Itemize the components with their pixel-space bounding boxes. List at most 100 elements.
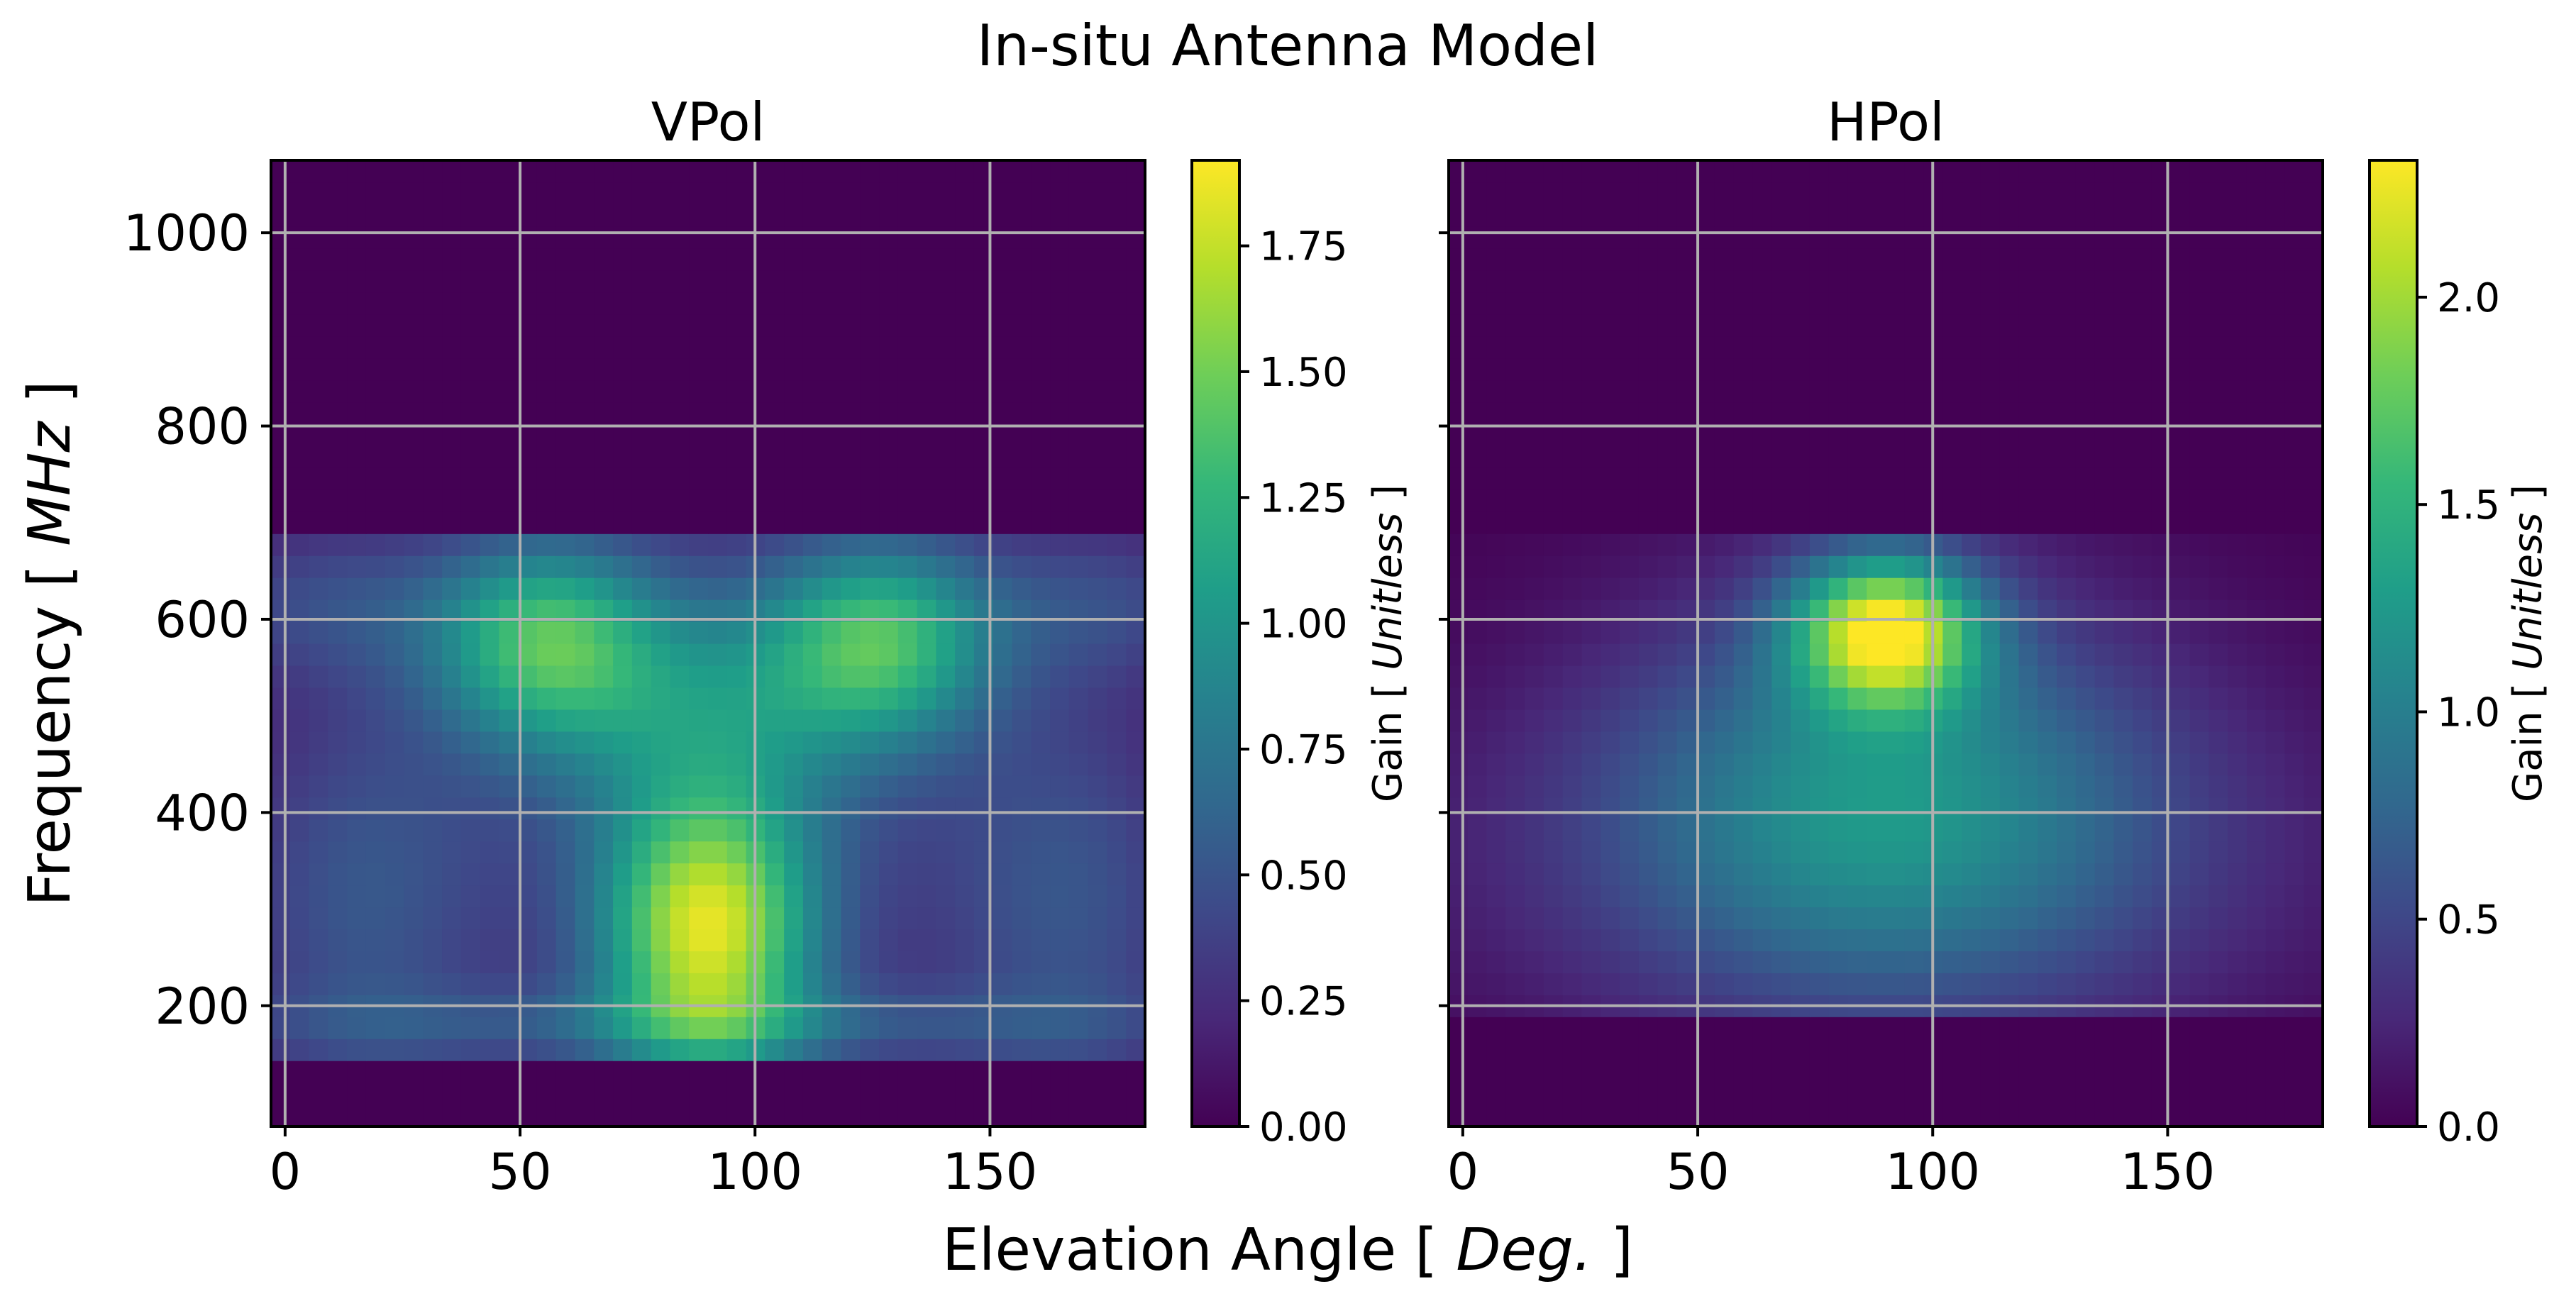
heatmap-cell (2075, 402, 2096, 425)
heatmap-cell (2057, 841, 2077, 864)
heatmap-cell (670, 1061, 690, 1083)
heatmap-cell (2228, 445, 2248, 468)
heatmap-cell (726, 533, 747, 556)
heatmap-cell (1791, 314, 1811, 337)
heatmap-cell (1543, 1105, 1564, 1127)
heatmap-cell (1050, 1039, 1070, 1061)
heatmap-cell (1525, 533, 1544, 556)
heatmap-cell (2246, 511, 2267, 534)
heatmap-cell (2057, 314, 2077, 337)
heatmap-cell (1714, 160, 1735, 183)
heatmap-cell (423, 841, 443, 864)
heatmap-cell (1752, 951, 1772, 973)
heatmap-cell (689, 1039, 709, 1061)
heatmap-cell (423, 489, 443, 512)
heatmap-cell (594, 731, 614, 754)
heatmap-cell (822, 577, 842, 600)
heatmap-cell (575, 621, 595, 644)
colorbar-tick-label: 0.00 (1259, 1105, 1348, 1151)
y-tick-label: 400 (155, 784, 250, 842)
heatmap-cell (955, 467, 975, 490)
heatmap-cell (442, 797, 462, 820)
heatmap-cell (2170, 863, 2191, 886)
heatmap-cell (1638, 1083, 1659, 1105)
heatmap-cell (841, 467, 861, 490)
heatmap-cell (2170, 1083, 2191, 1105)
heatmap-cell (651, 555, 671, 578)
heatmap-cell (1050, 687, 1070, 710)
heatmap-cell (879, 555, 899, 578)
heatmap-cell (2304, 467, 2323, 490)
heatmap-cell (2209, 248, 2228, 271)
heatmap-cell (1031, 951, 1051, 973)
heatmap-cell (631, 775, 652, 798)
heatmap-cell (993, 314, 1013, 337)
heatmap-cell (2265, 1105, 2286, 1127)
heatmap-cell (1505, 160, 1525, 183)
heatmap-cell (802, 841, 823, 864)
heatmap-cell (460, 929, 481, 951)
heatmap-cell (1126, 423, 1146, 446)
heatmap-cell (1638, 358, 1659, 381)
heatmap-cell (1809, 687, 1830, 710)
heatmap-cell (2094, 929, 2114, 951)
heatmap-cell (1847, 1039, 1867, 1061)
heatmap-cell (822, 709, 842, 732)
heatmap-cell (2038, 687, 2057, 710)
heatmap-cell (897, 687, 918, 710)
heatmap-cell (365, 358, 386, 381)
heatmap-cell (689, 336, 709, 359)
heatmap-cell (555, 555, 576, 578)
heatmap-cell (1620, 621, 1640, 644)
heatmap-cell (2018, 1105, 2038, 1127)
heatmap-cell (670, 643, 690, 666)
heatmap-cell (1525, 951, 1544, 973)
heatmap-cell (2057, 226, 2077, 249)
heatmap-cell (2304, 402, 2323, 425)
heatmap-cell (309, 1017, 328, 1039)
heatmap-cell (765, 797, 785, 820)
heatmap-cell (2018, 863, 2038, 886)
heatmap-cell (1809, 643, 1830, 666)
heatmap-cell (442, 336, 462, 359)
heatmap-cell (1638, 160, 1659, 183)
heatmap-cell (2284, 753, 2304, 776)
heatmap-cell (1962, 863, 1981, 886)
heatmap-cell (1942, 1039, 1962, 1061)
heatmap-cell (1088, 314, 1108, 337)
heatmap-cell (917, 907, 936, 929)
heatmap-cell (555, 643, 576, 666)
heatmap-cell (271, 1017, 291, 1039)
heatmap-cell (765, 358, 785, 381)
heatmap-cell (1942, 248, 1962, 271)
heatmap-cell (955, 292, 975, 315)
heatmap-cell (423, 555, 443, 578)
heatmap-cell (1809, 248, 1830, 271)
heatmap-cell (1847, 358, 1867, 381)
heatmap-cell (404, 665, 424, 688)
heatmap-cell (1791, 1061, 1811, 1083)
heatmap-cell (1050, 775, 1070, 798)
heatmap-cell (708, 314, 728, 337)
heatmap-cell (1657, 1061, 1677, 1083)
heatmap-cell (1791, 1039, 1811, 1061)
heatmap-cell (271, 709, 291, 732)
heatmap-cell (2246, 1083, 2267, 1105)
heatmap-cell (651, 731, 671, 754)
hpol-heatmap (1449, 160, 2323, 1127)
heatmap-cell (385, 1105, 405, 1127)
heatmap-cell (2209, 336, 2228, 359)
heatmap-cell (1543, 511, 1564, 534)
heatmap-cell (404, 577, 424, 600)
heatmap-cell (670, 973, 690, 995)
heatmap-cell (499, 226, 519, 249)
heatmap-cell (1088, 226, 1108, 249)
heatmap-cell (1581, 885, 1601, 908)
heatmap-cell (1904, 445, 1925, 468)
heatmap-cell (1088, 380, 1108, 403)
heatmap-cell (1601, 270, 1620, 293)
heatmap-cell (1828, 336, 1849, 359)
heatmap-cell (689, 709, 709, 732)
heatmap-cell (993, 621, 1013, 644)
heatmap-cell (651, 929, 671, 951)
